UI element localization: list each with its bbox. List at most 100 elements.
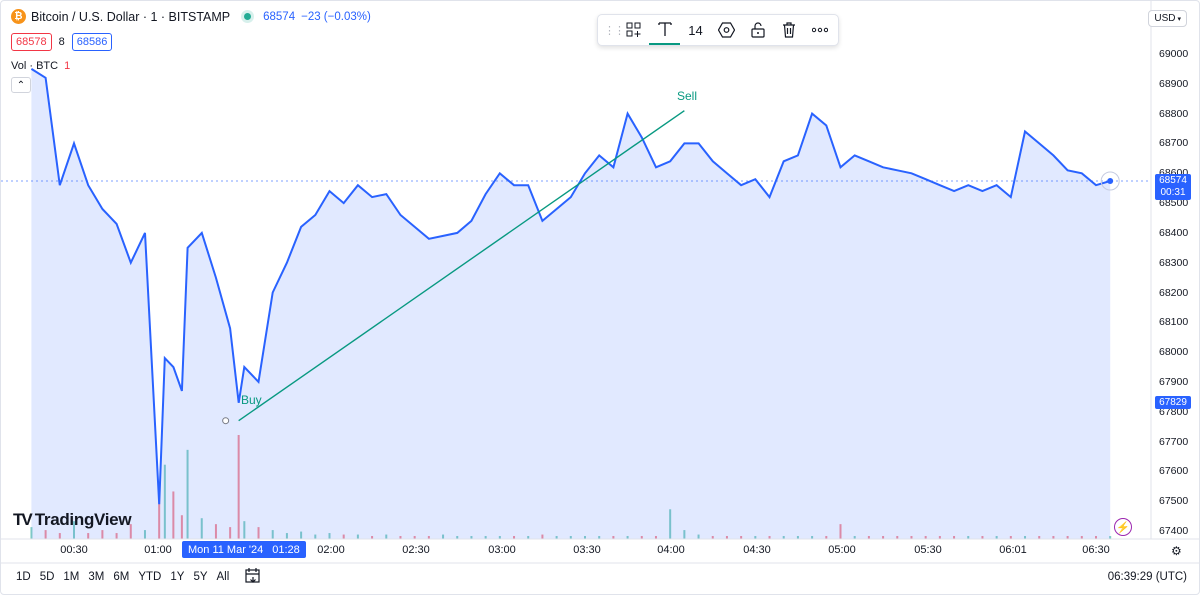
font-size-button[interactable]: 14 bbox=[688, 22, 703, 38]
volume-bar bbox=[172, 491, 175, 539]
volume-bar bbox=[30, 527, 33, 539]
volume-bar bbox=[796, 536, 799, 539]
volume-bar bbox=[683, 530, 686, 539]
volume-bar bbox=[399, 536, 402, 539]
collapse-legend-button[interactable]: ⌃ bbox=[11, 77, 31, 93]
volume-bar bbox=[498, 536, 501, 539]
volume-bar bbox=[1052, 536, 1055, 539]
settings-hexagon-icon bbox=[718, 22, 735, 38]
x-tick-label: 00:30 bbox=[60, 544, 88, 556]
bitcoin-icon: ₿ bbox=[11, 9, 26, 24]
volume-bar bbox=[158, 482, 161, 539]
volume-bar bbox=[314, 534, 317, 539]
more-icon bbox=[811, 27, 828, 33]
y-tick-label: 67700 bbox=[1159, 435, 1189, 448]
axis-settings-icon[interactable]: ⚙ bbox=[1171, 544, 1182, 558]
range-button-3m[interactable]: 3M bbox=[88, 571, 105, 583]
volume-bar bbox=[697, 534, 700, 539]
volume-label: Vol · BTC bbox=[11, 60, 59, 72]
last-price-pulse bbox=[1100, 171, 1120, 191]
volume-bar bbox=[456, 536, 459, 539]
lock-button[interactable] bbox=[742, 15, 773, 45]
y-tick-label: 68800 bbox=[1159, 107, 1189, 120]
volume-bar bbox=[768, 536, 771, 539]
currency-label: USD bbox=[1154, 13, 1176, 24]
volume-bar bbox=[896, 536, 899, 539]
x-tick-label: 02:30 bbox=[402, 544, 430, 556]
range-button-5y[interactable]: 5Y bbox=[193, 571, 208, 583]
range-button-1m[interactable]: 1M bbox=[63, 571, 80, 583]
price-area-fill bbox=[31, 68, 1111, 540]
volume-bar bbox=[115, 533, 118, 539]
volume-bar bbox=[513, 536, 516, 539]
volume-bar bbox=[371, 536, 374, 539]
range-button-1d[interactable]: 1D bbox=[16, 571, 31, 583]
volume-bar bbox=[180, 515, 183, 539]
settings-button[interactable] bbox=[711, 15, 742, 45]
range-button-ytd[interactable]: YTD bbox=[138, 571, 162, 583]
buy-marker-label: Buy bbox=[241, 393, 262, 407]
delete-button[interactable] bbox=[773, 15, 804, 45]
text-color-button[interactable] bbox=[649, 15, 680, 45]
volume-bar bbox=[442, 534, 445, 539]
templates-icon bbox=[626, 22, 640, 37]
volume-bar bbox=[853, 536, 856, 539]
volume-bar bbox=[356, 534, 359, 539]
tradingview-logo[interactable]: TV TradingView bbox=[13, 510, 132, 530]
y-tick-label: 68000 bbox=[1159, 346, 1189, 359]
x-tick-label: 03:00 bbox=[488, 544, 516, 556]
x-tick-label: 05:30 bbox=[914, 544, 942, 556]
volume-bar bbox=[413, 536, 416, 539]
range-button-6m[interactable]: 6M bbox=[113, 571, 130, 583]
x-tick-label: 06:30 bbox=[1082, 544, 1110, 556]
volume-bar bbox=[328, 533, 331, 539]
volume-bar bbox=[825, 536, 828, 539]
templates-button[interactable] bbox=[618, 15, 649, 45]
volume-bar bbox=[598, 536, 601, 539]
volume-legend[interactable]: Vol · BTC 1 bbox=[11, 60, 70, 72]
range-button-all[interactable]: All bbox=[216, 571, 230, 583]
trend-line[interactable] bbox=[238, 110, 685, 422]
volume-bar bbox=[87, 533, 90, 539]
volume-bar bbox=[385, 534, 388, 539]
volume-bar bbox=[470, 536, 473, 539]
volume-bar bbox=[953, 536, 956, 539]
volume-bar bbox=[725, 536, 728, 539]
bid-price[interactable]: 68578 bbox=[11, 33, 52, 51]
alerts-icon[interactable]: ⚡ bbox=[1114, 518, 1132, 536]
utc-clock[interactable]: 06:39:29 (UTC) bbox=[1107, 571, 1187, 583]
range-button-1y[interactable]: 1Y bbox=[170, 571, 185, 583]
crosshair-date: Mon 11 Mar '24 bbox=[188, 543, 264, 556]
symbol-legend[interactable]: ₿ Bitcoin / U.S. Dollar · 1 · BITSTAMP 6… bbox=[11, 9, 371, 24]
volume-bar bbox=[811, 536, 814, 539]
last-price-tag: 68574 00:31 bbox=[1155, 174, 1191, 200]
volume-bar bbox=[555, 536, 558, 539]
volume-bar bbox=[1095, 536, 1097, 539]
y-tick-label: 67400 bbox=[1159, 525, 1189, 537]
y-tick-label: 67900 bbox=[1159, 375, 1189, 388]
bar-countdown: 00:31 bbox=[1160, 187, 1186, 198]
volume-bar bbox=[640, 536, 643, 539]
drag-handle-icon[interactable]: ⋮⋮ bbox=[604, 24, 625, 37]
x-tick-label: 03:30 bbox=[573, 544, 601, 556]
volume-bar bbox=[910, 536, 913, 539]
volume-bar bbox=[44, 530, 47, 539]
bid-ask-quote: 68578 8 68586 bbox=[11, 33, 113, 51]
y-tick-label: 69000 bbox=[1159, 48, 1189, 60]
volume-bars bbox=[30, 435, 1112, 539]
range-button-5d[interactable]: 5D bbox=[39, 571, 55, 583]
tradingview-icon: TV bbox=[13, 510, 33, 529]
volume-bar bbox=[782, 536, 785, 539]
date-range-icon[interactable] bbox=[244, 567, 262, 590]
crosshair-time: 01:28 bbox=[272, 543, 300, 556]
volume-bar bbox=[612, 536, 615, 539]
more-button[interactable] bbox=[804, 15, 835, 45]
range-selector: 1D 5D 1M 3M 6M YTD 1Y 5Y All bbox=[16, 571, 238, 583]
ask-price[interactable]: 68586 bbox=[71, 33, 113, 51]
currency-select[interactable]: USD ▾ bbox=[1148, 10, 1187, 27]
buy-marker[interactable] bbox=[222, 417, 230, 425]
sell-marker-label: Sell bbox=[677, 89, 698, 103]
y-tick-label: 68900 bbox=[1159, 77, 1189, 90]
volume-bar bbox=[58, 533, 61, 539]
